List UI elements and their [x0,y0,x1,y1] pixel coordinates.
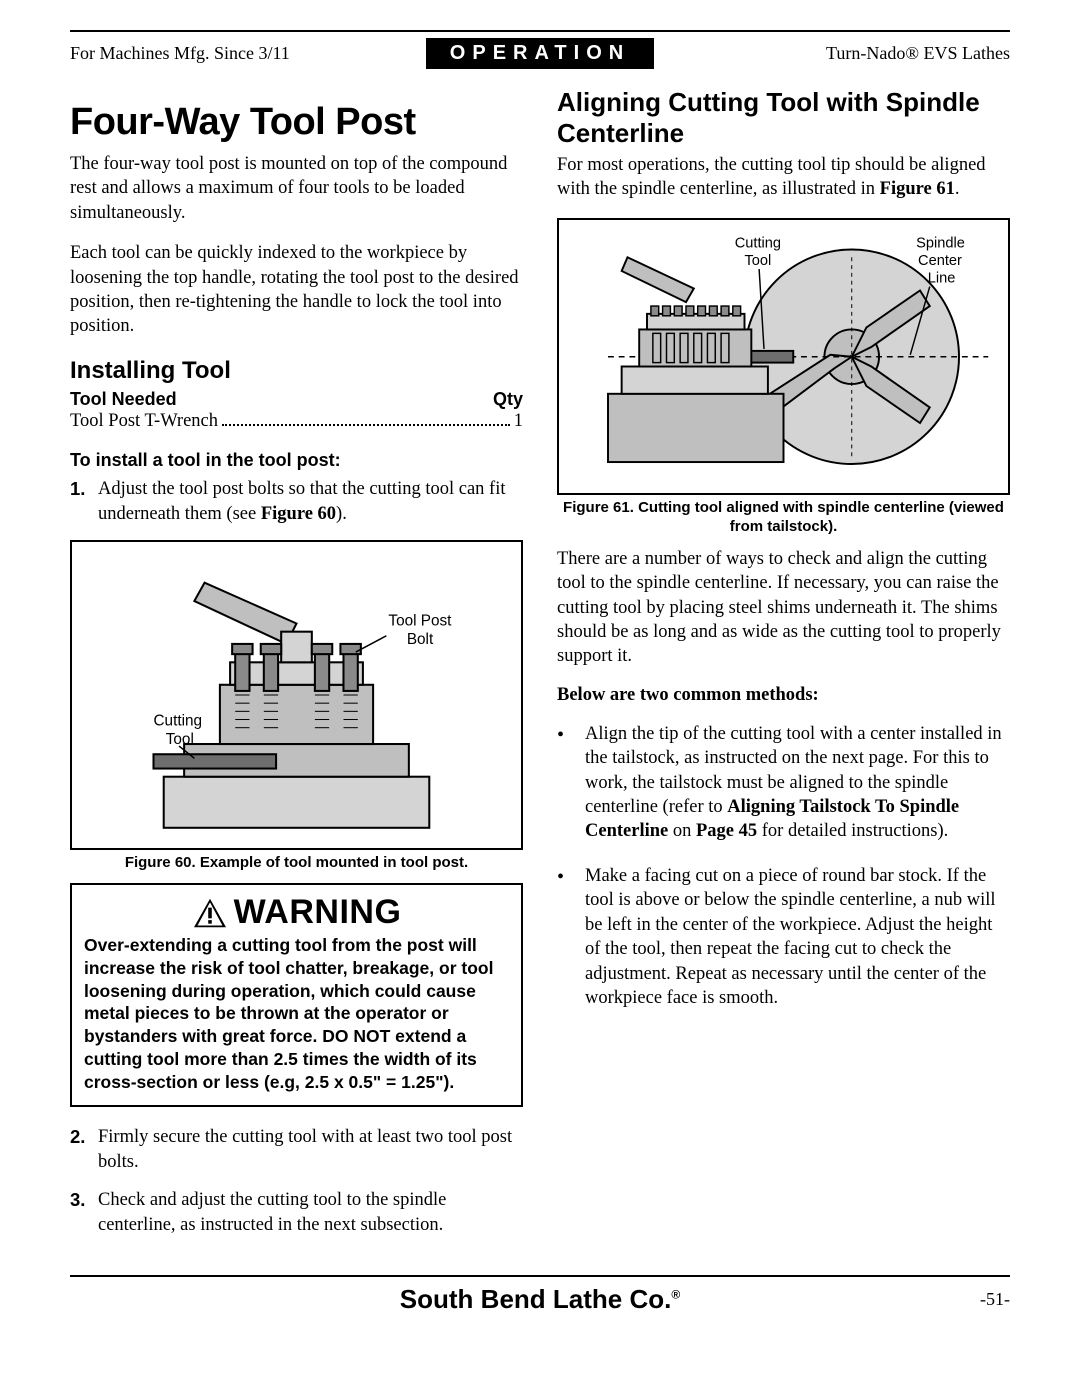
aligning-para-2: There are a number of ways to check and … [557,547,1010,669]
intro-para-2: Each tool can be quickly indexed to the … [70,241,523,339]
figure-60-box: Tool Post Bolt Cutting Tool [70,540,523,850]
page-header: For Machines Mfg. Since 3/11 OPERATION T… [70,38,1010,69]
aligning-heading: Aligning Cutting Tool with Spindle Cente… [557,87,1010,149]
step-number: 2. [70,1125,98,1174]
install-steps-cont: 2. Firmly secure the cutting tool with a… [70,1125,523,1237]
right-column: Aligning Cutting Tool with Spindle Cente… [557,87,1010,1251]
bullet-icon: • [557,864,585,1010]
step-number: 1. [70,477,98,526]
tool-item-qty: 1 [514,411,523,432]
figure-61-svg: Cutting Tool Spindle Center Line [569,230,998,484]
figure-61-box: Cutting Tool Spindle Center Line [557,218,1010,496]
footer-brand: South Bend Lathe Co.® [400,1284,680,1315]
b1-post: for detailed instructions). [757,821,948,841]
warning-icon [192,897,228,929]
b1-mid: on [668,821,696,841]
footer-rule [70,1275,1010,1277]
step-2: 2. Firmly secure the cutting tool with a… [70,1125,523,1174]
svg-text:Bolt: Bolt [407,631,434,648]
intro-bold: Figure 61 [880,179,955,199]
step1-post: ). [336,504,347,524]
b1-bold2: Page 45 [696,821,757,841]
aligning-intro: For most operations, the cutting tool ti… [557,153,1010,202]
warning-head: WARNING [84,893,509,932]
footer-page: -51- [980,1289,1010,1310]
tool-item-row: Tool Post T-Wrench 1 [70,410,523,433]
left-column: Four-Way Tool Post The four-way tool pos… [70,87,523,1251]
figure-60-caption: Figure 60. Example of tool mounted in to… [70,854,523,873]
method-2-text: Make a facing cut on a piece of round ba… [585,864,1010,1010]
installing-tool-heading: Installing Tool [70,357,523,385]
step-3-text: Check and adjust the cutting tool to the… [98,1188,523,1237]
svg-text:Center: Center [918,253,962,269]
svg-text:Tool: Tool [166,731,194,748]
step-2-text: Firmly secure the cutting tool with at l… [98,1125,523,1174]
warning-body: Over-extending a cutting tool from the p… [84,934,509,1093]
main-columns: Four-Way Tool Post The four-way tool pos… [70,87,1010,1251]
header-right: Turn-Nado® EVS Lathes [654,43,1010,64]
tool-needed-row: Tool Needed Qty [70,389,523,410]
page-footer: South Bend Lathe Co.® -51- [70,1275,1010,1317]
qty-label: Qty [493,389,523,410]
method-2: • Make a facing cut on a piece of round … [557,864,1010,1010]
tool-needed-label: Tool Needed [70,389,177,410]
header-center: OPERATION [426,38,654,69]
footer-row: South Bend Lathe Co.® -51- [70,1283,1010,1317]
header-left: For Machines Mfg. Since 3/11 [70,43,426,64]
method-1-text: Align the tip of the cutting tool with a… [585,722,1010,844]
figure-61-caption: Figure 61. Cutting tool aligned with spi… [557,499,1010,537]
svg-text:Tool Post: Tool Post [388,613,452,630]
install-steps: 1. Adjust the tool post bolts so that th… [70,477,523,526]
intro-post: . [955,179,960,199]
install-subhead: To install a tool in the tool post: [70,450,523,471]
dotted-leader [222,410,510,427]
step-1: 1. Adjust the tool post bolts so that th… [70,477,523,526]
footer-brand-text: South Bend Lathe Co. [400,1284,672,1314]
registered-mark: ® [671,1288,680,1302]
intro-para-1: The four-way tool post is mounted on top… [70,152,523,225]
svg-text:Cutting: Cutting [154,713,203,730]
top-rule [70,30,1010,32]
step-number: 3. [70,1188,98,1237]
warning-box: WARNING Over-extending a cutting tool fr… [70,883,523,1107]
svg-text:Line: Line [928,270,956,286]
step-3: 3. Check and adjust the cutting tool to … [70,1188,523,1237]
step-1-text: Adjust the tool post bolts so that the c… [98,477,523,526]
svg-text:Cutting: Cutting [735,235,781,251]
main-title: Four-Way Tool Post [70,101,523,144]
step1-bold: Figure 60 [261,504,336,524]
methods-list: • Align the tip of the cutting tool with… [557,722,1010,1010]
svg-text:Spindle: Spindle [916,235,965,251]
method-1: • Align the tip of the cutting tool with… [557,722,1010,844]
tool-item-name: Tool Post T-Wrench [70,411,218,432]
warning-title: WARNING [234,893,402,932]
svg-text:Tool: Tool [745,253,772,269]
figure-60-svg: Tool Post Bolt Cutting Tool [82,552,511,838]
bullet-icon: • [557,722,585,844]
methods-head: Below are two common methods: [557,685,1010,706]
